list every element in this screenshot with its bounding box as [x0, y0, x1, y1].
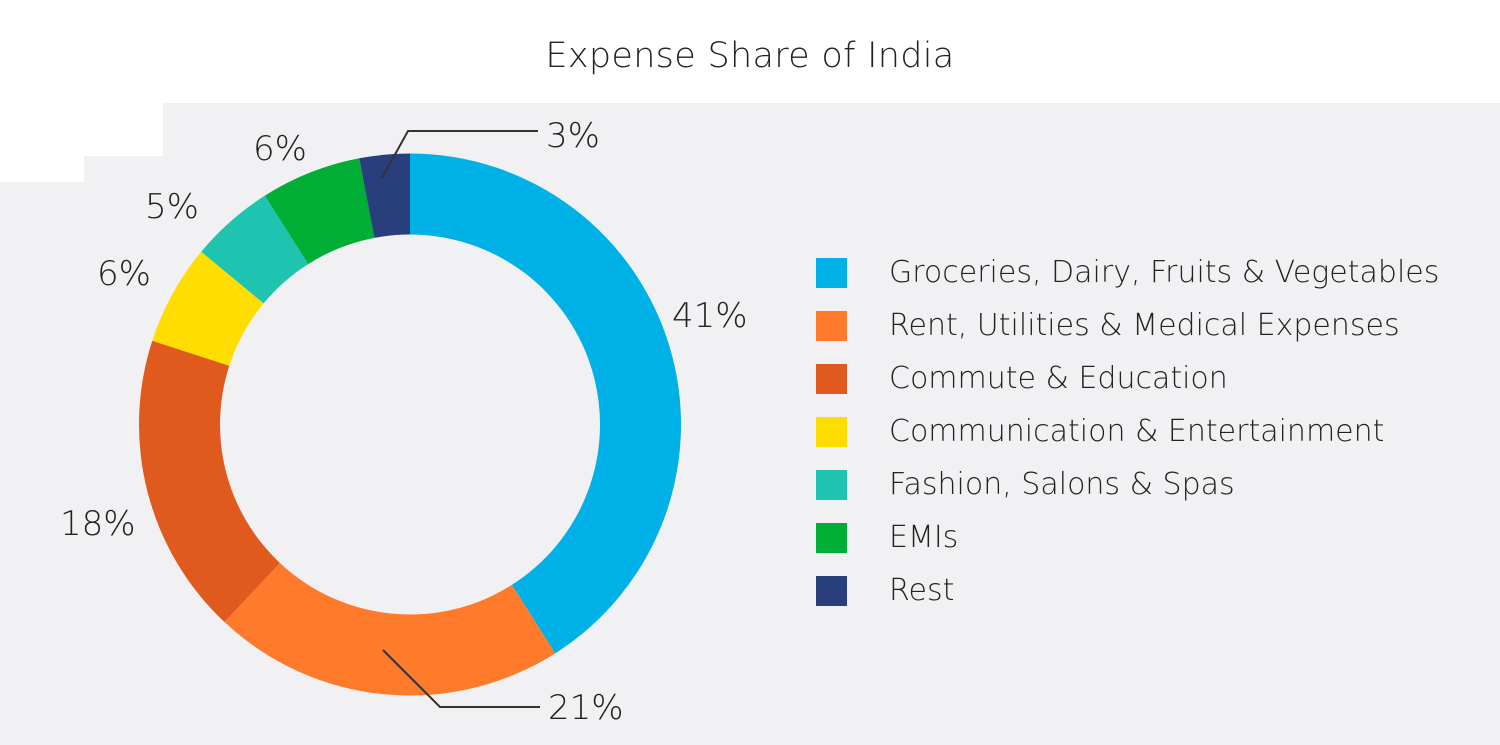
legend-label: Commute & Education [889, 361, 1228, 396]
legend-swatch [816, 363, 847, 394]
slice-commute[interactable] [139, 340, 280, 623]
legend-label: Fashion, Salons & Spas [889, 467, 1235, 502]
background-step [0, 156, 84, 182]
legend-item-rest[interactable]: Rest [816, 564, 954, 617]
legend-label: Rest [889, 573, 955, 608]
background-step [0, 103, 163, 156]
slice-groceries[interactable] [410, 153, 682, 654]
donut-slices [139, 153, 682, 696]
label-rent: 21% [548, 688, 624, 728]
legend-label: EMIs [889, 520, 959, 555]
legend-item-commute[interactable]: Commute & Education [816, 352, 1228, 405]
legend-label: Rent, Utilities & Medical Expenses [889, 308, 1400, 343]
label-emis: 6% [253, 129, 307, 169]
legend-item-rent[interactable]: Rent, Utilities & Medical Expenses [816, 299, 1400, 352]
legend: Groceries, Dairy, Fruits & Vegetables Re… [816, 246, 1439, 617]
slice-communication[interactable] [152, 251, 264, 366]
label-communication: 6% [97, 254, 151, 294]
legend-item-fashion[interactable]: Fashion, Salons & Spas [816, 458, 1235, 511]
leader-line-rest [381, 130, 538, 179]
label-commute: 18% [60, 504, 136, 544]
legend-swatch [816, 522, 847, 553]
legend-swatch [816, 469, 847, 500]
legend-swatch [816, 310, 847, 341]
label-fashion: 5% [145, 187, 199, 227]
legend-swatch [816, 575, 847, 606]
header-background [0, 0, 1500, 103]
legend-label: Groceries, Dairy, Fruits & Vegetables [889, 255, 1440, 290]
slice-rest[interactable] [359, 153, 410, 238]
slice-emis[interactable] [264, 158, 375, 265]
legend-label: Communication & Entertainment [889, 414, 1385, 449]
data-labels: 41% 21% 18% 6% 5% 6% 3% [60, 116, 748, 728]
leader-line-rent [382, 649, 540, 708]
legend-item-groceries[interactable]: Groceries, Dairy, Fruits & Vegetables [816, 246, 1439, 299]
legend-swatch [816, 257, 847, 288]
slice-fashion[interactable] [201, 195, 309, 304]
chart-title: Expense Share of India [545, 36, 955, 76]
label-rest: 3% [546, 116, 600, 156]
legend-swatch [816, 416, 847, 447]
slice-rent[interactable] [224, 563, 556, 696]
label-groceries: 41% [672, 296, 748, 336]
legend-item-emis[interactable]: EMIs [816, 511, 958, 564]
legend-item-communication[interactable]: Communication & Entertainment [816, 405, 1384, 458]
